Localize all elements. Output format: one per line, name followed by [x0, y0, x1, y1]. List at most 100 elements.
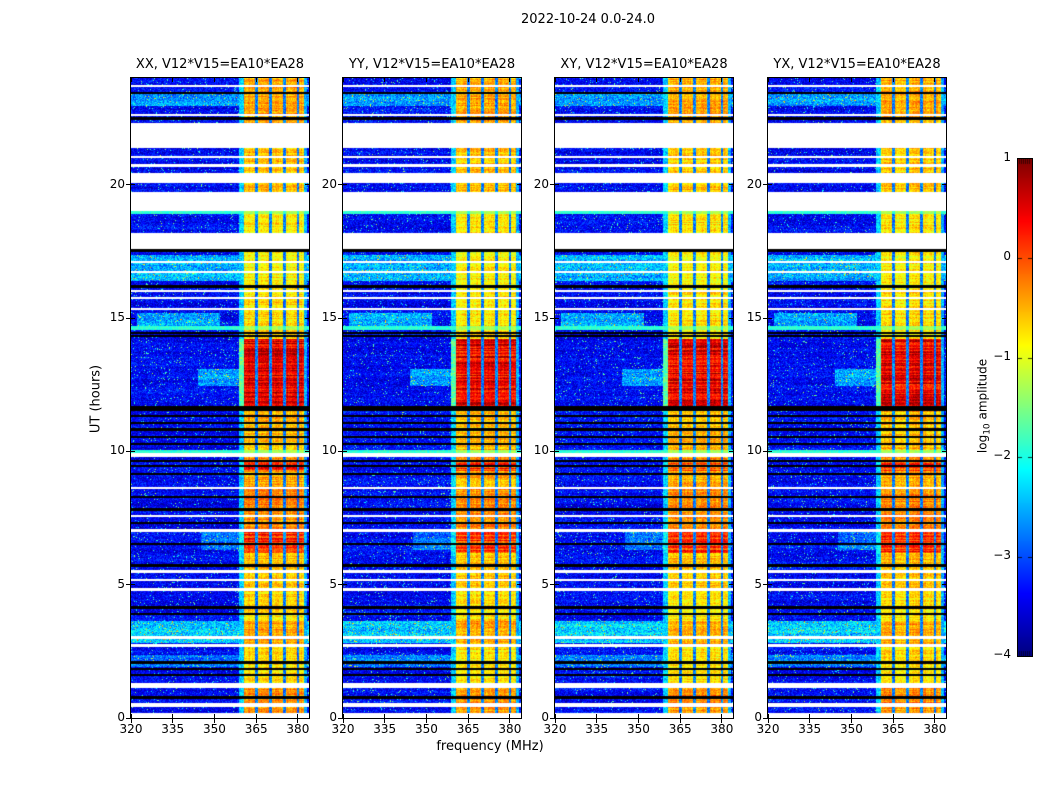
y-tick-mark [338, 717, 347, 719]
y-tick-mark-right [729, 317, 733, 319]
x-tick-mark [679, 714, 681, 723]
colorbar-gradient [1018, 159, 1032, 656]
y-tick-mark-right [942, 450, 946, 452]
y-tick-mark [763, 584, 772, 586]
x-tick-mark-top [679, 78, 681, 82]
x-tick-mark-top [554, 78, 556, 82]
y-tick-label: 15 [109, 310, 125, 324]
y-tick-mark [763, 317, 772, 319]
y-tick-mark-right [517, 717, 521, 719]
x-tick-label: 350 [839, 722, 863, 736]
x-tick-mark-top [509, 78, 511, 82]
x-tick-mark [721, 714, 723, 723]
y-tick-label: 10 [746, 443, 762, 458]
y-tick-mark [763, 717, 772, 719]
colorbar-tick-label: −2 [993, 448, 1011, 463]
y-tick-mark [338, 317, 347, 319]
x-tick-mark-top [637, 78, 639, 82]
x-tick-mark-top [596, 78, 598, 82]
y-tick-mark [550, 717, 559, 719]
x-tick-label: 365 [456, 722, 480, 736]
y-tick-label: 10 [533, 443, 549, 458]
x-tick-label: 320 [331, 722, 355, 736]
spectrogram-canvas-xx [131, 78, 309, 718]
y-tick-mark [126, 317, 135, 319]
y-tick-mark [763, 450, 772, 452]
y-tick-mark-right [729, 184, 733, 186]
x-tick-mark [130, 714, 132, 723]
y-tick-label: 0 [117, 710, 125, 724]
x-tick-mark [596, 714, 598, 723]
y-tick-mark [126, 450, 135, 452]
spectrogram-canvas-xy [555, 78, 733, 718]
y-tick-mark-right [729, 584, 733, 586]
x-tick-mark [213, 714, 215, 723]
x-tick-label: 380 [498, 722, 522, 736]
x-tick-mark-top [721, 78, 723, 82]
x-tick-mark-top [809, 78, 811, 82]
x-tick-mark [809, 714, 811, 723]
y-axis-label: UT (hours) [88, 364, 104, 434]
x-tick-mark-top [425, 78, 427, 82]
x-tick-mark [425, 714, 427, 723]
x-tick-mark-top [297, 78, 299, 82]
spectrogram-canvas-yy [343, 78, 521, 718]
y-tick-label: 10 [321, 443, 337, 458]
x-tick-label: 335 [798, 722, 822, 736]
x-tick-label: 365 [244, 722, 268, 736]
y-tick-label: 0 [541, 710, 549, 724]
y-tick-mark-right [517, 184, 521, 186]
colorbar-label: log10 amplitude [975, 359, 992, 453]
y-tick-mark-right [942, 717, 946, 719]
panel-xy: XY, V12*V15=EA10*EA28 320 335 350 365 380 0 5 1… [534, 57, 734, 736]
x-tick-label: 350 [414, 722, 438, 736]
colorbar-label-text: log [975, 434, 990, 454]
y-tick-label: 0 [329, 710, 337, 724]
y-tick-mark [126, 184, 135, 186]
x-tick-mark [297, 714, 299, 723]
panel-title-yy: YY, V12*V15=EA10*EA28 [348, 57, 516, 72]
y-tick-mark [763, 184, 772, 186]
panel-title-yx: YX, V12*V15=EA10*EA28 [773, 57, 941, 72]
y-tick-label: 5 [754, 576, 762, 591]
y-tick-mark [338, 584, 347, 586]
y-tick-mark [550, 317, 559, 319]
x-tick-mark-top [255, 78, 257, 82]
x-tick-label: 365 [881, 722, 905, 736]
colorbar-tick-label: −1 [993, 348, 1011, 363]
x-tick-mark [934, 714, 936, 723]
x-tick-label: 380 [286, 722, 310, 736]
x-tick-mark-top [892, 78, 894, 82]
y-tick-label: 15 [321, 310, 337, 324]
y-tick-mark [550, 184, 559, 186]
x-tick-mark-top [467, 78, 469, 82]
figure-title: 2022-10-24 0.0-24.0 [521, 12, 655, 27]
x-tick-mark [509, 714, 511, 723]
x-tick-label: 350 [202, 722, 226, 736]
x-tick-mark [255, 714, 257, 723]
y-tick-label: 15 [746, 310, 762, 324]
x-axis-label: frequency (MHz) [436, 739, 544, 754]
panel-yy: YY, V12*V15=EA10*EA28 320 335 350 365 380 0 5 1… [322, 57, 522, 736]
colorbar-label-subscript: 10 [982, 423, 993, 435]
colorbar [1017, 158, 1033, 657]
y-tick-mark-right [517, 317, 521, 319]
y-tick-mark-right [942, 584, 946, 586]
y-tick-label: 5 [329, 576, 337, 591]
x-tick-mark [342, 714, 344, 723]
x-tick-label: 320 [756, 722, 780, 736]
y-tick-mark [338, 450, 347, 452]
x-tick-label: 335 [373, 722, 397, 736]
x-tick-mark-top [384, 78, 386, 82]
x-tick-label: 335 [585, 722, 609, 736]
panel-yx: YX, V12*V15=EA10*EA28 320 335 350 365 380 0 5 1… [747, 57, 947, 736]
y-tick-mark [550, 450, 559, 452]
y-tick-mark [126, 584, 135, 586]
colorbar-tick-label: −4 [993, 647, 1011, 661]
y-tick-mark-right [729, 717, 733, 719]
panel-title-xy: XY, V12*V15=EA10*EA28 [560, 57, 728, 72]
x-tick-mark-top [172, 78, 174, 82]
colorbar-tick-label: −3 [993, 547, 1011, 562]
x-tick-mark [467, 714, 469, 723]
y-tick-label: 20 [321, 176, 337, 191]
